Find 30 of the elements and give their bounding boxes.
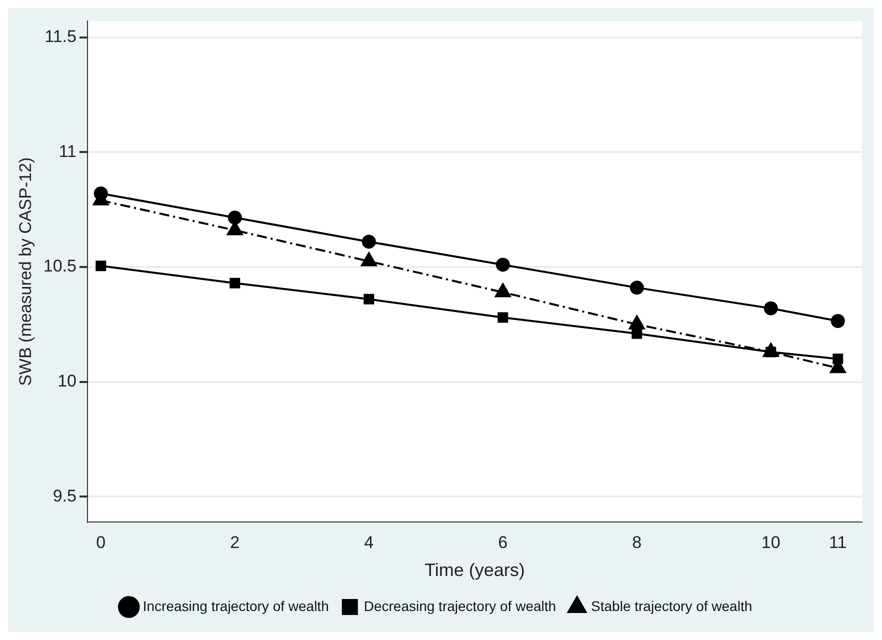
point — [832, 354, 844, 364]
x-tick-label: 0 — [96, 532, 106, 552]
point — [364, 294, 374, 304]
point — [362, 234, 376, 249]
x-tick-label: 8 — [632, 532, 642, 552]
x-tick-label: 10 — [761, 532, 780, 552]
x-tick-label: 4 — [364, 532, 374, 552]
y-tick-label: 9.5 — [52, 486, 76, 506]
x-tick-label: 2 — [230, 532, 240, 552]
point — [94, 186, 108, 200]
point — [830, 314, 845, 328]
x-tick-label: 11 — [829, 532, 847, 552]
point — [96, 260, 106, 272]
point — [230, 278, 240, 288]
y-tick-label: 10.5 — [43, 256, 76, 276]
point — [632, 328, 642, 339]
x-tick-label: 6 — [498, 532, 508, 552]
point — [228, 210, 242, 225]
y-tick-label: 10 — [58, 372, 76, 391]
x-axis-title: Time (years) — [424, 560, 525, 580]
legend-label: Increasing trajectory of wealth — [142, 598, 329, 614]
y-axis-title: SWB (measured by CASP-12) — [16, 157, 35, 386]
legend-label: Stable trajectory of wealth — [591, 598, 752, 614]
y-tick-label: 11 — [58, 142, 76, 161]
point — [630, 280, 644, 295]
point — [764, 301, 778, 316]
point — [496, 258, 510, 272]
point — [498, 312, 508, 323]
y-tick-label: 11.5 — [44, 26, 76, 46]
legend-label: Decreasing trajectory of wealth — [364, 598, 556, 614]
